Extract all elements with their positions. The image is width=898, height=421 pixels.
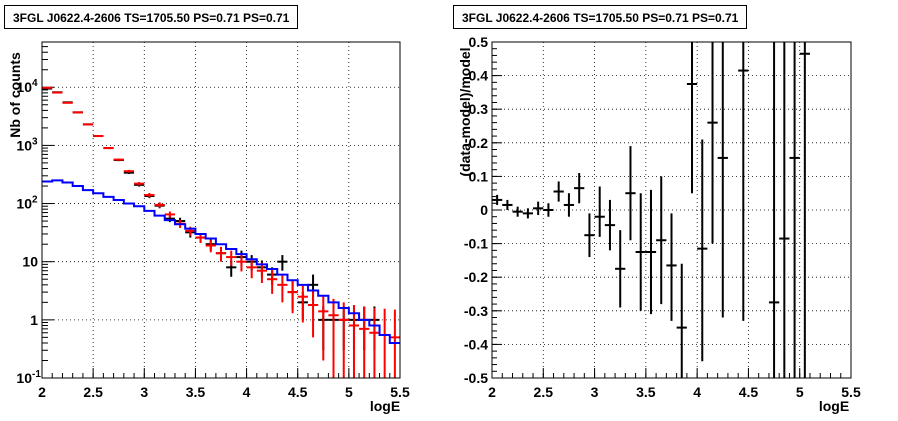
y-tick-exponent: 2 bbox=[32, 195, 38, 206]
x-tick-label: 3.5 bbox=[636, 384, 656, 400]
x-tick-label: 2.5 bbox=[83, 384, 103, 400]
x-tick-label: 2 bbox=[488, 384, 496, 400]
y-tick-label: -0.2 bbox=[464, 269, 488, 285]
y-tick-label: 0.3 bbox=[469, 101, 489, 117]
y-tick-label: 10 bbox=[16, 196, 32, 212]
chart-title-left: 3FGL J0622.4-2606 TS=1705.50 PS=0.71 PS=… bbox=[4, 5, 299, 29]
x-tick-label: 4 bbox=[693, 384, 701, 400]
x-tick-label: 4.5 bbox=[288, 384, 308, 400]
plot-frame bbox=[491, 41, 852, 379]
y-tick-exponent: 3 bbox=[32, 136, 38, 147]
chart-title-right: 3FGL J0622.4-2606 TS=1705.50 PS=0.71 PS=… bbox=[453, 5, 748, 29]
x-tick-label: 2 bbox=[38, 384, 46, 400]
y-tick-label: 0.4 bbox=[469, 68, 489, 84]
y-tick-label: 10 bbox=[16, 137, 32, 153]
y-tick-label: 1 bbox=[30, 312, 38, 328]
y-tick-label: -0.5 bbox=[464, 370, 488, 386]
y-tick-label: 0.5 bbox=[469, 34, 489, 50]
residuals-plot: 2 2.5 3 3.5 4 4.5 5 5.5 -0.5 -0.4 -0.3 -0.2 -0.1 0 0.1… bbox=[457, 34, 861, 414]
x-tick-label: 5.5 bbox=[841, 384, 861, 400]
x-tick-label: 3.5 bbox=[186, 384, 206, 400]
x-tick-label: 5 bbox=[796, 384, 804, 400]
y-tick-label: 10 bbox=[22, 254, 38, 270]
x-tick-label: 3 bbox=[591, 384, 599, 400]
y-tick-label: 0.1 bbox=[469, 168, 489, 184]
y-tick-exponent: 4 bbox=[32, 78, 38, 89]
x-axis-label: logE bbox=[819, 398, 849, 414]
y-tick-label: 10 bbox=[16, 370, 32, 386]
x-axis-label: logE bbox=[370, 398, 400, 414]
x-tick-label: 5 bbox=[345, 384, 353, 400]
plot-frame bbox=[41, 41, 401, 379]
y-tick-label: -0.4 bbox=[464, 336, 488, 352]
y-tick-label: -0.1 bbox=[464, 236, 488, 252]
y-axis-label: Nb of counts bbox=[7, 52, 23, 138]
y-tick-label: 0 bbox=[480, 202, 488, 218]
y-axis-label: (data-model)/model bbox=[457, 47, 473, 176]
x-tick-label: 3 bbox=[140, 384, 148, 400]
model-step-line bbox=[42, 179, 400, 344]
x-tick-label: 5.5 bbox=[390, 384, 410, 400]
y-tick-label: -0.3 bbox=[464, 303, 488, 319]
y-tick-label: 10 bbox=[16, 79, 32, 95]
x-tick-label: 4 bbox=[243, 384, 251, 400]
y-tick-exponent: -1 bbox=[32, 369, 41, 380]
x-tick-label: 2.5 bbox=[534, 384, 554, 400]
x-tick-label: 4.5 bbox=[739, 384, 759, 400]
y-tick-label: 0.2 bbox=[469, 135, 489, 151]
